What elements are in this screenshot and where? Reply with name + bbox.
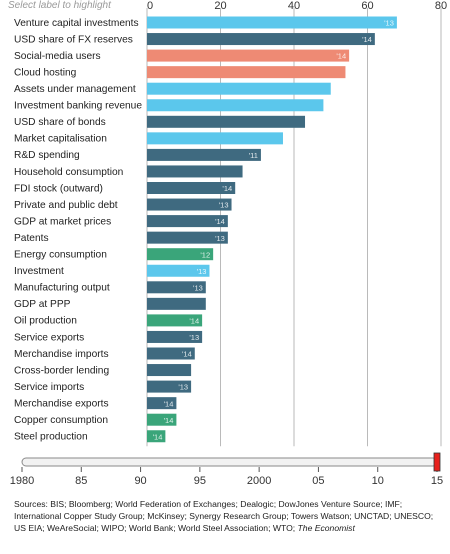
bar[interactable] xyxy=(147,49,350,62)
year-label: '14 xyxy=(215,217,225,226)
year-label: '14 xyxy=(222,184,232,193)
sources-note: Sources: BIS; Bloomberg; World Federatio… xyxy=(14,498,444,535)
category-label[interactable]: Cloud hosting xyxy=(14,67,77,78)
bar[interactable] xyxy=(147,215,228,228)
category-label[interactable]: Service exports xyxy=(14,332,84,343)
bar[interactable] xyxy=(147,297,206,310)
category-label[interactable]: Oil production xyxy=(14,316,77,327)
x-tick-label: 0 xyxy=(147,0,153,12)
bar[interactable] xyxy=(147,66,346,79)
category-label[interactable]: Venture capital investments xyxy=(14,18,139,29)
timeline-tick-label: 05 xyxy=(312,475,324,487)
timeline-tick-label: 1980 xyxy=(10,475,34,487)
timeline-tick-label: 95 xyxy=(194,475,206,487)
year-label: '12 xyxy=(200,250,210,259)
bar[interactable] xyxy=(147,347,195,360)
x-tick-label: 60 xyxy=(361,0,373,12)
timeline-tick-label: 10 xyxy=(372,475,384,487)
bar[interactable] xyxy=(147,430,166,443)
category-label[interactable]: GDP at PPP xyxy=(14,299,71,310)
category-label[interactable]: Merchandise exports xyxy=(14,398,109,409)
category-label[interactable]: Copper consumption xyxy=(14,415,108,426)
category-label[interactable]: Cross-border lending xyxy=(14,365,109,376)
year-label: '11 xyxy=(249,151,258,160)
category-label[interactable]: Social-media users xyxy=(14,51,101,62)
year-label: '13 xyxy=(178,383,188,392)
timeline-handle[interactable] xyxy=(433,452,441,472)
year-label: '14 xyxy=(189,317,199,326)
year-label: '13 xyxy=(215,234,225,243)
bar[interactable] xyxy=(147,165,243,178)
x-tick-label: 80 xyxy=(435,0,447,12)
bar[interactable] xyxy=(147,115,306,128)
timeline-tick-label: 15 xyxy=(431,475,443,487)
category-label[interactable]: R&D spending xyxy=(14,150,80,161)
timeline-track[interactable] xyxy=(21,457,438,467)
category-label[interactable]: Patents xyxy=(14,233,49,244)
chart-hint: Select label to highlight xyxy=(8,0,111,11)
bar[interactable] xyxy=(147,99,324,112)
bar[interactable] xyxy=(147,82,331,95)
year-label: '14 xyxy=(336,52,346,61)
bar[interactable] xyxy=(147,330,203,343)
bar[interactable] xyxy=(147,264,210,277)
bar[interactable] xyxy=(147,248,214,261)
category-label[interactable]: Assets under management xyxy=(14,84,136,95)
category-label[interactable]: Manufacturing output xyxy=(14,283,110,294)
year-label: '13 xyxy=(193,283,203,292)
timeline-tick-label: 90 xyxy=(134,475,146,487)
bar[interactable] xyxy=(147,33,375,46)
year-label: '14 xyxy=(153,432,163,441)
bar[interactable] xyxy=(147,397,177,410)
bar[interactable] xyxy=(147,16,397,29)
category-label[interactable]: USD share of bonds xyxy=(14,117,106,128)
category-label[interactable]: Merchandise imports xyxy=(14,349,109,360)
bar[interactable] xyxy=(147,182,236,194)
publisher-name: The Economist xyxy=(297,523,355,534)
x-tick-label: 20 xyxy=(214,0,226,12)
year-label: '14 xyxy=(362,35,372,44)
year-label: '13 xyxy=(384,19,394,28)
year-label: '13 xyxy=(197,267,207,276)
category-label[interactable]: Service imports xyxy=(14,382,84,393)
bar-chart: 0 20 40 60 80 Venture capital investments '13 U… xyxy=(10,0,447,487)
bar[interactable] xyxy=(147,198,232,211)
category-label[interactable]: USD share of FX reserves xyxy=(14,34,133,45)
category-label[interactable]: GDP at market prices xyxy=(14,216,111,227)
bar[interactable] xyxy=(147,148,261,161)
timeline-tick-label: 85 xyxy=(75,475,87,487)
year-label: '13 xyxy=(189,333,199,342)
category-label[interactable]: FDI stock (outward) xyxy=(14,183,103,194)
category-label[interactable]: Investment xyxy=(14,266,64,277)
year-label: '14 xyxy=(164,416,174,425)
year-label: '14 xyxy=(164,399,174,408)
timeline-tick-label: 2000 xyxy=(247,475,271,487)
bar[interactable] xyxy=(147,231,228,244)
bar[interactable] xyxy=(147,314,203,327)
year-label: '13 xyxy=(219,201,229,210)
x-tick-label: 40 xyxy=(288,0,300,12)
category-label[interactable]: Energy consumption xyxy=(14,250,107,261)
category-label[interactable]: Market capitalisation xyxy=(14,134,107,145)
bar[interactable] xyxy=(147,364,192,377)
bar[interactable] xyxy=(147,281,206,294)
category-label[interactable]: Steel production xyxy=(14,432,88,443)
bar[interactable] xyxy=(147,380,192,393)
bar[interactable] xyxy=(147,413,177,426)
year-label: '14 xyxy=(182,350,192,359)
category-label[interactable]: Private and public debt xyxy=(14,200,118,211)
category-label[interactable]: Investment banking revenue xyxy=(14,101,142,112)
category-label[interactable]: Household consumption xyxy=(14,167,123,178)
bar[interactable] xyxy=(147,132,283,145)
sources-text: Sources: BIS; Bloomberg; World Federatio… xyxy=(14,499,434,534)
